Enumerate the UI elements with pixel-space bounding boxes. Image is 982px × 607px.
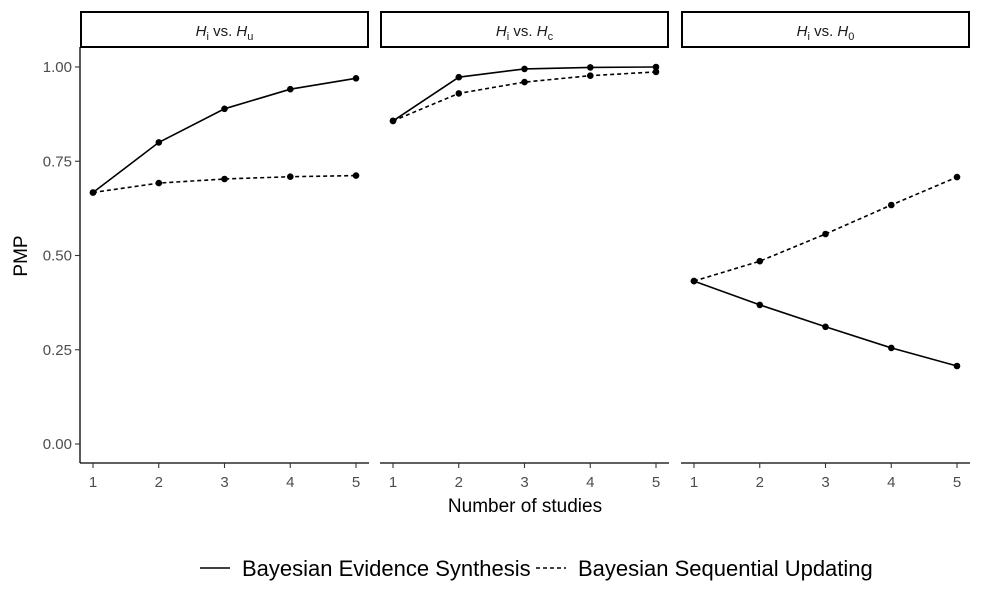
x-axis-title: Number of studies [448, 496, 602, 517]
data-point [888, 344, 895, 352]
x-tick-label: 5 [953, 474, 961, 491]
facet-panel: Hi vs. H0 1 2 3 4 5 [681, 11, 970, 491]
data-point [89, 189, 97, 196]
y-tick-label: 0.25 [43, 342, 72, 359]
series-line-evidence-synthesis [92, 77, 357, 194]
x-tick-label: 1 [389, 474, 397, 491]
facet-strip [80, 11, 369, 48]
data-point [389, 117, 397, 125]
y-tick-label: 0.75 [43, 153, 72, 170]
legend: Bayesian Evidence Synthesis Bayesian Sequ… [200, 556, 873, 581]
data-point [587, 72, 594, 79]
data-point [352, 75, 360, 82]
data-point [521, 78, 528, 86]
data-point [652, 63, 660, 71]
x-tick-label: 4 [286, 474, 294, 491]
data-point [652, 68, 660, 76]
data-point [521, 65, 528, 73]
y-axis-title: PMP [11, 235, 32, 276]
series-line-sequential-updating [693, 176, 958, 282]
y-tick-label: 0.50 [43, 248, 72, 265]
data-point [953, 362, 961, 370]
data-point [455, 90, 463, 97]
facet-strip-title: Hi vs. H0 [797, 23, 855, 43]
facet-strip-title: Hi vs. Hc [496, 23, 554, 43]
facet-strip [681, 11, 970, 48]
data-point [352, 172, 360, 179]
data-point [822, 230, 829, 238]
data-point [822, 323, 829, 331]
facet-strip [380, 11, 669, 48]
data-point [155, 139, 163, 146]
facet-panels: Hi vs. Hu 1 2 3 4 5 Hi vs. Hc 1 2 3 4 5 Hi vs. H0 1 2 3… [79, 11, 970, 491]
x-tick-label: 5 [352, 474, 360, 491]
series-line-sequential-updating [392, 71, 657, 122]
facet-strip-title: Hi vs. Hu [196, 23, 254, 43]
x-tick-label: 2 [756, 474, 764, 491]
series-line-evidence-synthesis [392, 66, 657, 122]
data-point [455, 73, 463, 81]
x-tick-label: 1 [690, 474, 698, 491]
x-tick-label: 3 [821, 474, 829, 491]
x-tick-label: 4 [586, 474, 594, 491]
legend-label: Bayesian Evidence Synthesis [242, 556, 531, 581]
data-point [155, 179, 163, 187]
x-tick-label: 3 [520, 474, 528, 491]
data-point [221, 175, 228, 183]
data-point [756, 257, 764, 265]
x-tick-label: 3 [220, 474, 228, 491]
data-point [953, 173, 961, 181]
x-tick-label: 5 [652, 474, 660, 491]
data-point [756, 301, 764, 309]
series-line-sequential-updating [92, 174, 357, 194]
x-tick-label: 1 [89, 474, 97, 491]
facet-panel: Hi vs. Hc 1 2 3 4 5 [380, 11, 669, 491]
y-tick-label: 0.00 [43, 436, 72, 453]
data-point [287, 85, 294, 93]
x-tick-label: 2 [155, 474, 163, 491]
x-tick-label: 2 [455, 474, 463, 491]
data-point [888, 201, 895, 209]
facet-panel: Hi vs. Hu 1 2 3 4 5 [79, 11, 369, 491]
data-point [587, 64, 594, 71]
x-tick-label: 4 [887, 474, 895, 491]
y-tick-label: 1.00 [43, 59, 72, 76]
data-point [287, 173, 294, 180]
data-point [690, 277, 698, 285]
data-point [221, 105, 228, 113]
y-axis: 0.00 0.25 0.50 0.75 1.00 [43, 59, 80, 453]
legend-label: Bayesian Sequential Updating [578, 556, 873, 581]
